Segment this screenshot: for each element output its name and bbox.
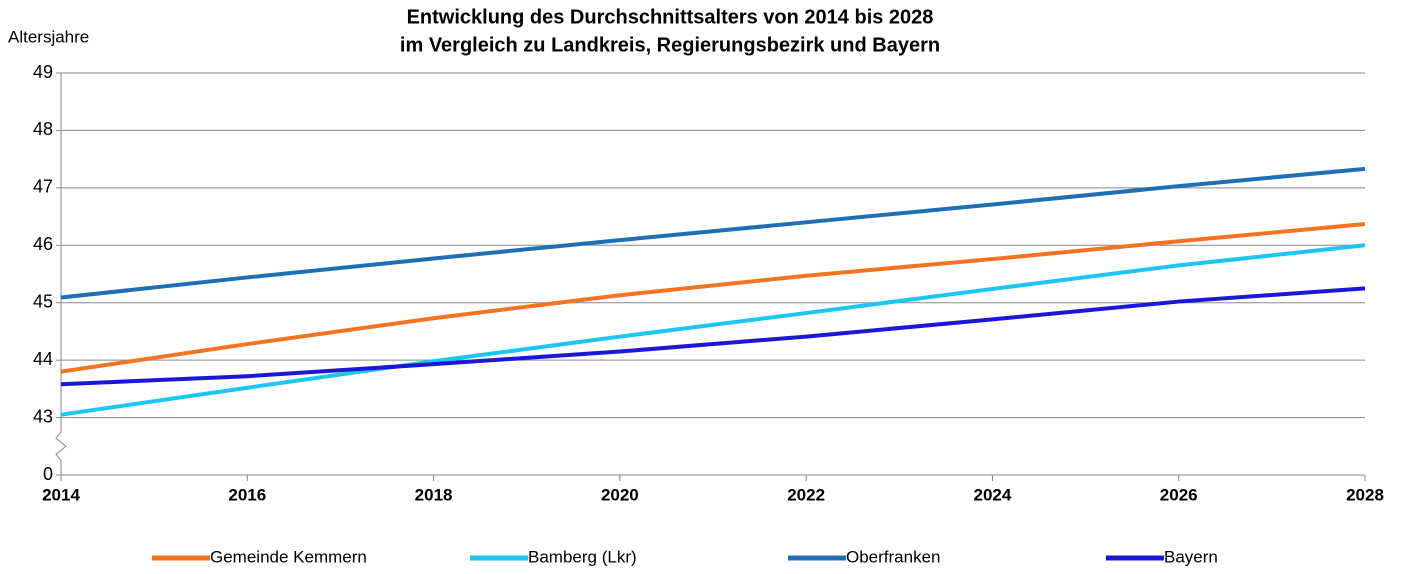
x-tick-label: 2014 — [42, 485, 80, 504]
y-tick-label: 43 — [33, 406, 53, 426]
legend-label: Oberfranken — [846, 547, 941, 566]
series-line — [60, 222, 1366, 374]
x-tick-label: 2020 — [601, 485, 639, 504]
y-tick-label: 0 — [43, 464, 53, 484]
y-tick-label: 46 — [33, 234, 53, 254]
legend-label: Gemeinde Kemmern — [210, 547, 367, 566]
legend-label: Bamberg (Lkr) — [528, 547, 637, 566]
x-tick-label: 2018 — [415, 485, 453, 504]
series-line — [60, 243, 1366, 417]
y-tick-label: 44 — [33, 349, 53, 369]
series-line — [60, 286, 1366, 387]
x-tick-label: 2024 — [974, 485, 1012, 504]
y-tick-label: 49 — [33, 62, 53, 82]
series-line — [60, 166, 1366, 300]
x-tick-label: 2028 — [1346, 485, 1384, 504]
x-tick-label: 2026 — [1160, 485, 1198, 504]
chart-subtitle: im Vergleich zu Landkreis, Regierungsbez… — [400, 34, 940, 56]
axis-break — [55, 428, 67, 465]
y-tick-label: 48 — [33, 119, 53, 139]
axis-break-gap — [55, 430, 67, 463]
legend-label: Bayern — [1164, 547, 1218, 566]
y-axis-label: Altersjahre — [8, 27, 89, 46]
y-tick-label: 47 — [33, 177, 53, 197]
x-tick-label: 2016 — [228, 485, 266, 504]
chart-title: Entwicklung des Durchschnittsalters von … — [407, 6, 934, 28]
x-tick-label: 2022 — [787, 485, 825, 504]
y-tick-label: 45 — [33, 291, 53, 311]
